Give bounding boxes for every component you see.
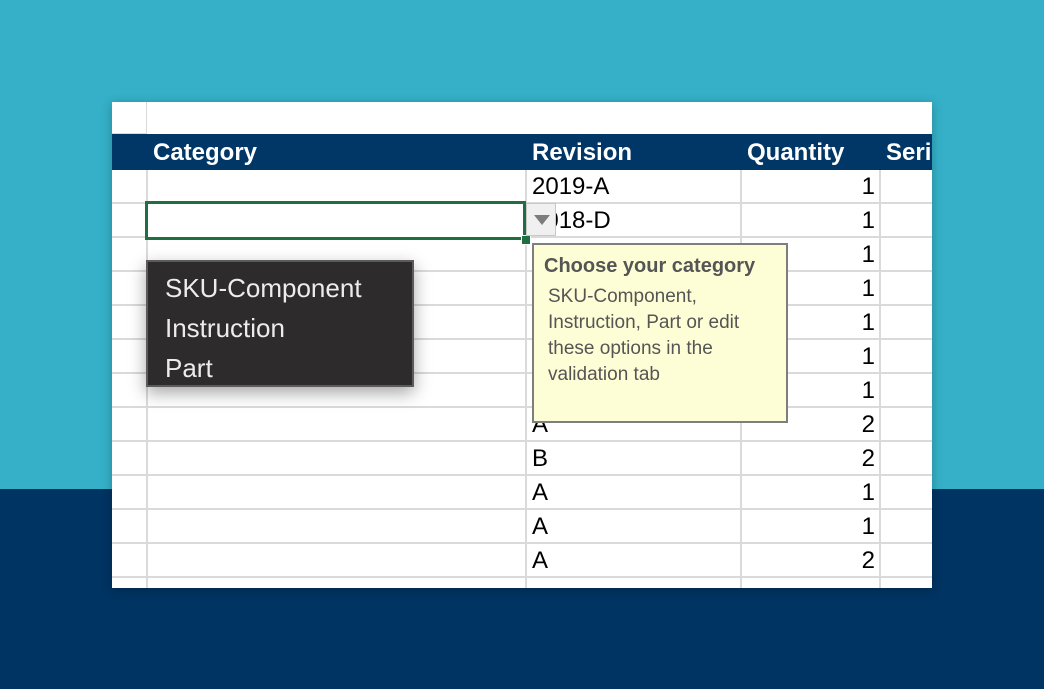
cell-quantity[interactable]: 1 — [861, 513, 875, 540]
header-serial[interactable]: Seri — [886, 139, 932, 166]
cell-revision[interactable]: B — [532, 445, 549, 472]
header-category[interactable]: Category — [153, 139, 258, 166]
cell-quantity[interactable]: 1 — [861, 173, 875, 200]
cell-quantity[interactable]: 1 — [861, 479, 875, 506]
cell-revision[interactable]: A — [532, 547, 549, 574]
header-quantity[interactable]: Quantity — [747, 139, 845, 166]
selected-category-cell[interactable] — [145, 201, 526, 240]
cell-revision[interactable]: 2019-A — [532, 173, 610, 200]
table-row: 1 — [112, 374, 932, 408]
triangle-down-icon — [534, 215, 550, 225]
cell-quantity[interactable]: 2 — [861, 411, 875, 438]
cell-quantity[interactable]: 2 — [861, 547, 875, 574]
tooltip-body: SKU-Component, Instruction, Part or edit… — [548, 286, 740, 385]
header-revision[interactable]: Revision — [532, 139, 633, 166]
cell-quantity[interactable]: 1 — [861, 275, 875, 302]
header-row: Category Revision Quantity Seri — [112, 134, 932, 170]
category-dropdown-menu: SKU-Component Instruction Part — [146, 260, 414, 387]
tooltip-title: Choose your category — [544, 255, 756, 277]
table-row: 1 — [112, 272, 932, 306]
table-row: 1 — [112, 238, 932, 272]
validation-tooltip: Choose your category SKU-Component, Inst… — [532, 243, 788, 423]
dropdown-button[interactable] — [526, 203, 556, 236]
cell-revision[interactable]: A — [532, 479, 549, 506]
menu-item-part[interactable]: Part — [165, 353, 213, 383]
fill-handle[interactable] — [521, 235, 531, 245]
corner-divider — [146, 102, 147, 134]
cell-quantity[interactable]: 1 — [861, 343, 875, 370]
cell-revision[interactable]: A — [532, 513, 549, 540]
column-divider — [525, 170, 527, 588]
table-row: 1 — [112, 306, 932, 340]
cell-quantity[interactable]: 1 — [861, 207, 875, 234]
sheet-top-strip — [112, 102, 932, 134]
menu-item-sku-component[interactable]: SKU-Component — [165, 273, 362, 303]
table-row: 1 — [112, 340, 932, 374]
cell-quantity[interactable]: 2 — [861, 445, 875, 472]
cell-quantity[interactable]: 1 — [861, 241, 875, 268]
cell-quantity[interactable]: 1 — [861, 309, 875, 336]
corner-divider-horizontal — [112, 133, 147, 134]
menu-item-instruction[interactable]: Instruction — [165, 313, 285, 343]
column-divider — [879, 170, 881, 588]
spreadsheet: Category Revision Quantity Seri 2019-A 1 2… — [112, 102, 932, 588]
table-row: 2019-A 1 — [112, 170, 932, 204]
cell-quantity[interactable]: 1 — [861, 377, 875, 404]
